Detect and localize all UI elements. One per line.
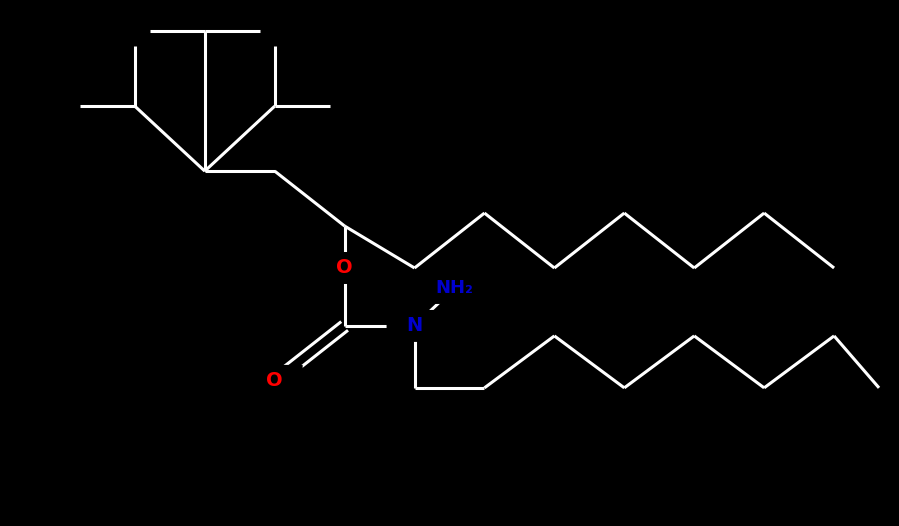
Text: NH₂: NH₂ <box>435 279 474 297</box>
Text: O: O <box>336 258 353 278</box>
Text: O: O <box>266 371 283 390</box>
FancyBboxPatch shape <box>387 310 442 342</box>
Text: N: N <box>406 317 423 336</box>
FancyBboxPatch shape <box>426 272 483 304</box>
FancyBboxPatch shape <box>246 365 303 397</box>
FancyBboxPatch shape <box>316 252 372 284</box>
